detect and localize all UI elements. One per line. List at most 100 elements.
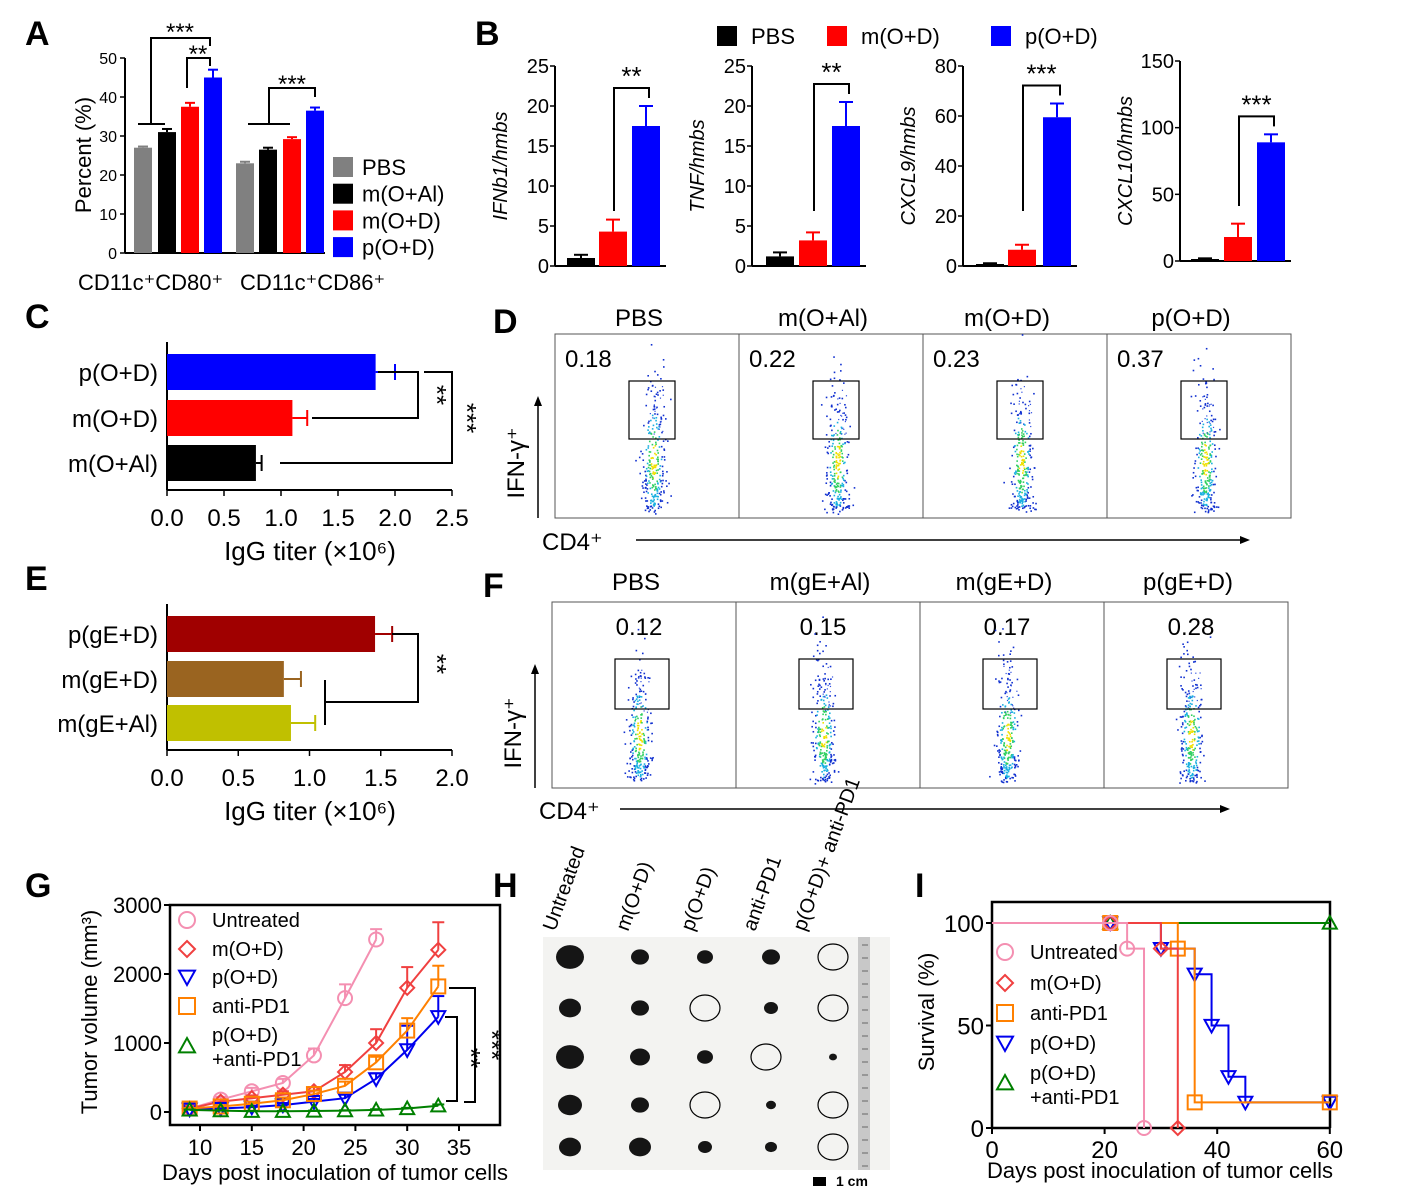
flow-event bbox=[660, 491, 662, 493]
flow-event bbox=[1189, 702, 1192, 705]
y-axis-label: IFN-γ⁺ bbox=[503, 427, 530, 498]
flow-event bbox=[1201, 443, 1204, 445]
flow-event bbox=[657, 486, 660, 489]
flow-event bbox=[824, 493, 827, 496]
flow-event bbox=[1191, 758, 1194, 760]
bar bbox=[766, 256, 794, 266]
flow-event bbox=[1187, 716, 1190, 718]
y-axis-label: IFN-γ⁺ bbox=[500, 697, 527, 768]
flow-event bbox=[634, 716, 637, 718]
flow-event bbox=[1209, 436, 1211, 439]
bar bbox=[567, 258, 595, 266]
flow-event bbox=[826, 466, 829, 469]
flow-event bbox=[1204, 510, 1207, 513]
flow-event bbox=[1013, 756, 1016, 758]
flow-event bbox=[1203, 473, 1205, 475]
flow-event bbox=[1021, 334, 1024, 336]
series-line bbox=[189, 1104, 439, 1113]
flow-plot: p(gE+D)0.28 bbox=[1103, 569, 1289, 789]
flow-event bbox=[1196, 730, 1199, 733]
flow-event bbox=[834, 481, 836, 483]
flow-event bbox=[1182, 759, 1185, 762]
flow-event bbox=[1208, 446, 1210, 449]
flow-event bbox=[1200, 742, 1202, 745]
flow-event bbox=[1025, 407, 1027, 410]
flow-event bbox=[639, 735, 642, 738]
flow-event bbox=[826, 741, 829, 744]
flow-event bbox=[632, 752, 634, 754]
flow-event bbox=[843, 498, 846, 500]
flow-event bbox=[1192, 656, 1194, 658]
no-tumor-circle bbox=[817, 1091, 849, 1119]
flow-event bbox=[842, 474, 845, 477]
flow-event bbox=[1199, 364, 1202, 367]
flow-event bbox=[1020, 496, 1023, 498]
flow-event bbox=[1209, 482, 1211, 484]
flow-event bbox=[1005, 771, 1008, 774]
flow-event bbox=[1030, 432, 1032, 435]
flow-event bbox=[1200, 504, 1203, 507]
flow-event bbox=[654, 495, 656, 498]
flow-event bbox=[650, 465, 653, 468]
flow-event bbox=[638, 747, 641, 750]
flow-event bbox=[814, 679, 817, 682]
flow-event bbox=[1192, 743, 1194, 746]
flow-event bbox=[659, 397, 662, 399]
flow-event bbox=[996, 745, 998, 747]
flow-event bbox=[828, 758, 831, 761]
flow-event bbox=[819, 735, 822, 738]
flow-event bbox=[654, 466, 657, 469]
flow-event bbox=[1191, 780, 1194, 782]
flow-event bbox=[631, 771, 634, 774]
x-axis-label: Days post inoculation of tumor cells bbox=[987, 1158, 1333, 1183]
flow-event bbox=[1013, 472, 1016, 474]
flow-event bbox=[649, 487, 652, 490]
flow-event bbox=[1028, 444, 1031, 447]
flow-event bbox=[1195, 486, 1198, 489]
flow-event bbox=[1009, 660, 1012, 662]
flow-event bbox=[1024, 430, 1027, 433]
flow-event bbox=[655, 423, 658, 425]
flow-event bbox=[839, 510, 841, 513]
flow-event bbox=[852, 504, 855, 507]
flow-event bbox=[1203, 434, 1206, 436]
flow-event bbox=[1211, 451, 1214, 453]
flow-event bbox=[1193, 738, 1196, 740]
flow-event bbox=[834, 448, 837, 450]
flow-event bbox=[1028, 410, 1031, 412]
flow-event bbox=[640, 739, 642, 742]
flow-event bbox=[635, 749, 637, 752]
no-tumor-circle bbox=[750, 1043, 782, 1071]
flow-event bbox=[1190, 753, 1192, 756]
flow-event bbox=[1188, 662, 1191, 665]
flow-event bbox=[647, 388, 649, 391]
flow-event bbox=[838, 493, 841, 496]
flow-event bbox=[1201, 473, 1203, 475]
flow-event bbox=[634, 699, 637, 702]
flow-event bbox=[832, 435, 835, 437]
flow-event bbox=[1208, 487, 1210, 489]
flow-event bbox=[826, 768, 829, 771]
flow-event bbox=[649, 509, 652, 511]
flow-event bbox=[1191, 746, 1194, 749]
flow-event bbox=[657, 394, 659, 396]
flow-event bbox=[1022, 423, 1025, 425]
flow-event bbox=[1005, 764, 1007, 766]
flow-event bbox=[648, 510, 650, 513]
y-tick-label: 0 bbox=[971, 1116, 984, 1143]
flow-event bbox=[1017, 433, 1019, 436]
sig-bracket bbox=[150, 37, 211, 124]
bar bbox=[158, 132, 176, 253]
flow-event bbox=[1016, 724, 1019, 727]
flow-event bbox=[814, 722, 817, 725]
flow-event bbox=[1005, 690, 1007, 693]
tumor bbox=[631, 949, 649, 965]
flow-event bbox=[655, 464, 658, 467]
flow-event bbox=[831, 450, 834, 453]
flow-event bbox=[821, 763, 824, 765]
flow-event bbox=[1199, 751, 1202, 753]
flow-event bbox=[845, 481, 848, 484]
flow-event bbox=[1009, 712, 1011, 714]
flow-event bbox=[1006, 724, 1008, 727]
